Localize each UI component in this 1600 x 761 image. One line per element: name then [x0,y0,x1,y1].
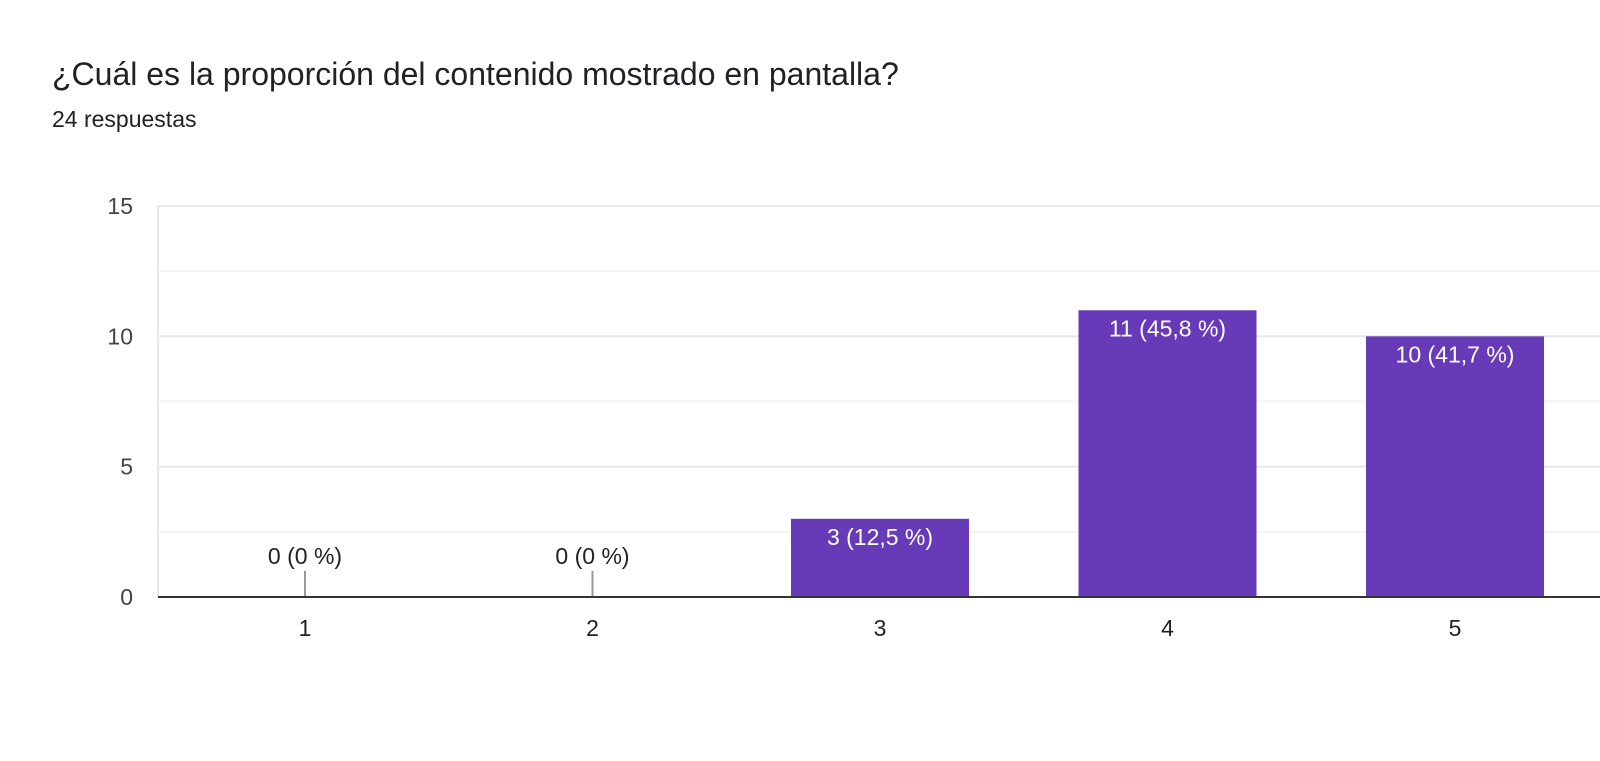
axes [157,206,1600,598]
response-count: 24 respuestas [52,106,197,132]
x-tick-label: 5 [1449,615,1462,641]
bar-4 [1078,310,1257,597]
x-tick-label: 2 [586,615,599,641]
data-label: 10 (41,7 %) [1396,341,1515,367]
x-tick-label: 3 [874,615,887,641]
x-tick-label: 1 [299,615,312,641]
y-axis-ticks: 0 5 10 15 [107,193,133,610]
data-label: 0 (0 %) [555,543,629,569]
page-title: ¿Cuál es la proporción del contenido mos… [52,56,899,92]
data-label: 3 (12,5 %) [827,524,933,550]
y-tick-label: 0 [120,584,133,610]
bars [304,310,1544,597]
data-labels: 0 (0 %) 0 (0 %) 3 (12,5 %) 11 (45,8 %) 10 (4… [268,315,1515,569]
y-tick-label: 15 [107,193,133,219]
bar-5 [1366,336,1544,597]
y-tick-label: 10 [107,323,133,349]
chart-header: ¿Cuál es la proporción del contenido mos… [52,52,899,134]
x-axis-labels: 1 2 3 4 5 [299,615,1462,641]
y-tick-label: 5 [120,454,133,480]
data-label: 0 (0 %) [268,543,342,569]
bar-3 [791,518,969,597]
data-label: 11 (45,8 %) [1109,315,1226,341]
x-tick-label: 4 [1161,615,1174,641]
